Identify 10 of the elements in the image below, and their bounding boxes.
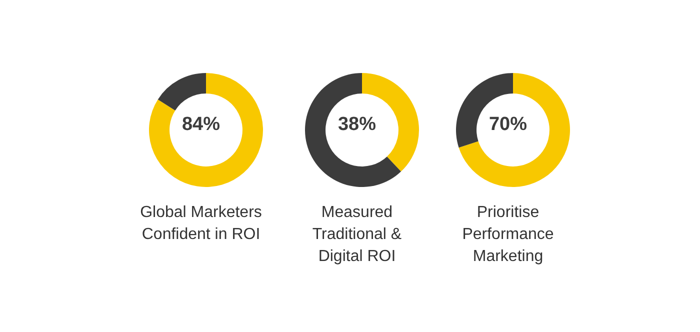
donut-slice xyxy=(305,73,402,187)
text: 70% xyxy=(488,113,528,137)
text: 84% xyxy=(180,113,222,137)
text: Measured Traditional & Digital ROI xyxy=(311,203,403,267)
text: Prioritise Performance Marketing xyxy=(461,203,555,267)
donut-slice xyxy=(149,73,263,187)
text: 38% xyxy=(336,113,378,137)
text: Global Marketers Confident in ROI xyxy=(139,203,263,245)
donut-slice xyxy=(158,73,206,110)
donut-slice xyxy=(458,73,570,187)
